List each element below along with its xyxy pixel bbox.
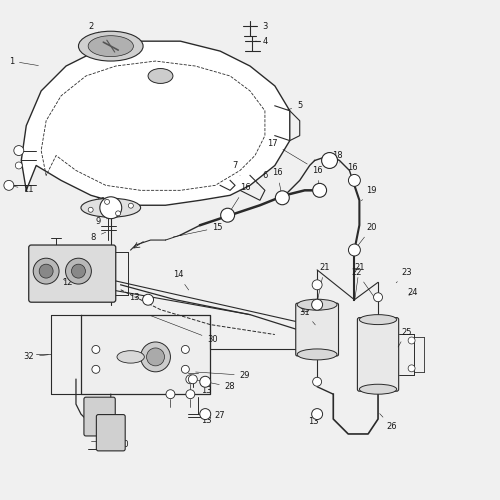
FancyBboxPatch shape	[296, 303, 339, 356]
Text: 20: 20	[356, 223, 377, 248]
Text: 2: 2	[88, 22, 108, 40]
Circle shape	[188, 375, 198, 384]
Text: 5: 5	[288, 102, 302, 110]
Text: 19: 19	[362, 186, 377, 201]
Text: 3: 3	[253, 22, 268, 31]
Circle shape	[312, 280, 322, 290]
Circle shape	[39, 264, 53, 278]
Circle shape	[312, 408, 322, 420]
Circle shape	[374, 293, 382, 302]
Text: 13: 13	[300, 304, 317, 314]
Ellipse shape	[297, 299, 337, 310]
Ellipse shape	[360, 384, 397, 394]
Text: 21: 21	[318, 263, 330, 300]
Ellipse shape	[81, 198, 140, 217]
Ellipse shape	[360, 314, 397, 324]
Ellipse shape	[148, 68, 173, 84]
Circle shape	[128, 203, 134, 208]
Circle shape	[100, 197, 122, 218]
Text: 18: 18	[332, 151, 342, 163]
Circle shape	[92, 346, 100, 354]
Circle shape	[146, 348, 164, 366]
Text: 16: 16	[346, 164, 357, 182]
Circle shape	[186, 375, 195, 384]
Text: 32: 32	[24, 352, 48, 362]
Text: 6: 6	[257, 171, 268, 183]
Circle shape	[142, 294, 154, 305]
Text: 16: 16	[312, 166, 322, 188]
Text: 11: 11	[12, 185, 34, 194]
Text: 8: 8	[90, 232, 106, 242]
Text: 24: 24	[408, 288, 418, 297]
Circle shape	[166, 390, 175, 398]
Circle shape	[312, 184, 326, 198]
Circle shape	[220, 208, 234, 222]
Circle shape	[200, 376, 210, 387]
Ellipse shape	[78, 31, 143, 61]
Circle shape	[140, 342, 170, 372]
Text: 27: 27	[200, 410, 226, 420]
Text: 25: 25	[398, 328, 412, 347]
Text: 29: 29	[196, 371, 250, 380]
Ellipse shape	[117, 350, 144, 363]
Ellipse shape	[297, 349, 337, 360]
Text: 16: 16	[229, 184, 250, 213]
Text: 23: 23	[396, 268, 412, 283]
Circle shape	[312, 299, 322, 310]
Text: 30: 30	[150, 316, 218, 344]
Text: 13: 13	[308, 414, 319, 426]
Text: 21: 21	[354, 263, 364, 300]
Circle shape	[92, 366, 100, 374]
Text: 28: 28	[196, 380, 235, 391]
Text: 33: 33	[98, 434, 114, 450]
Circle shape	[116, 211, 120, 216]
Text: 16: 16	[272, 168, 282, 195]
Circle shape	[200, 408, 210, 420]
Text: 10: 10	[96, 198, 111, 206]
FancyBboxPatch shape	[358, 318, 399, 391]
Text: 31: 31	[300, 308, 316, 325]
Circle shape	[408, 365, 415, 372]
Text: 30: 30	[101, 435, 128, 450]
Text: 7: 7	[232, 161, 240, 176]
Polygon shape	[22, 41, 290, 205]
Text: 17: 17	[267, 138, 308, 164]
Text: 12: 12	[62, 278, 73, 287]
FancyBboxPatch shape	[96, 414, 125, 451]
Circle shape	[348, 174, 360, 186]
FancyBboxPatch shape	[28, 245, 116, 302]
Circle shape	[14, 146, 24, 156]
Circle shape	[66, 258, 92, 284]
Text: 1: 1	[8, 56, 38, 66]
Text: 9: 9	[96, 216, 108, 226]
Circle shape	[348, 244, 360, 256]
Text: 14: 14	[172, 270, 188, 290]
Text: 4: 4	[256, 36, 268, 46]
Circle shape	[408, 337, 415, 344]
Circle shape	[312, 378, 322, 386]
FancyBboxPatch shape	[84, 397, 116, 436]
Circle shape	[276, 191, 289, 205]
Ellipse shape	[88, 36, 134, 56]
Text: 22: 22	[352, 268, 376, 300]
Circle shape	[186, 390, 195, 398]
Circle shape	[16, 162, 22, 169]
Circle shape	[182, 366, 190, 374]
Circle shape	[33, 258, 59, 284]
Circle shape	[182, 346, 190, 354]
Text: 15: 15	[173, 223, 223, 237]
Circle shape	[104, 200, 110, 204]
Circle shape	[322, 152, 338, 168]
Circle shape	[88, 208, 93, 212]
Polygon shape	[81, 314, 210, 394]
Circle shape	[72, 264, 86, 278]
Circle shape	[4, 180, 14, 190]
Text: 13: 13	[202, 382, 212, 394]
Text: 26: 26	[380, 414, 397, 431]
Text: 13: 13	[129, 292, 146, 302]
Text: 13: 13	[202, 416, 212, 424]
